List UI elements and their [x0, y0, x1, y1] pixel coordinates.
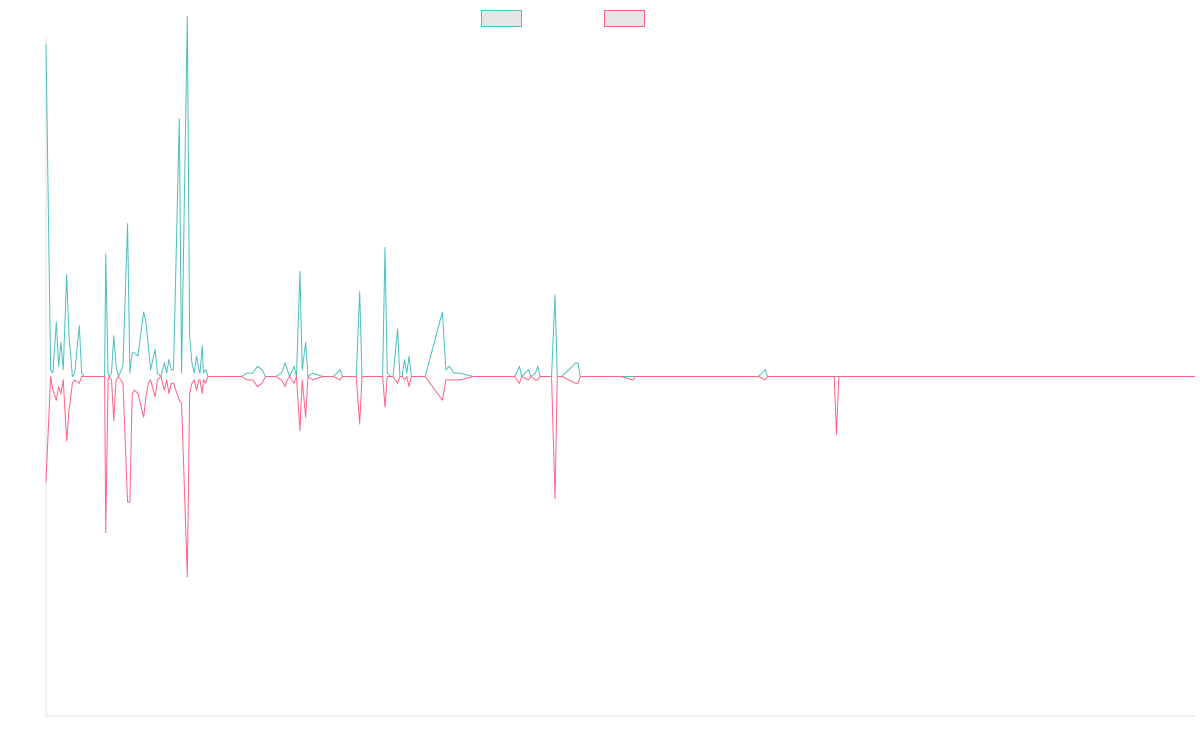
plot-area [45, 16, 1195, 578]
series-line-1 [45, 376, 1195, 578]
legend [481, 10, 645, 27]
series-line-0 [45, 16, 1195, 377]
legend-swatch-pink[interactable] [604, 10, 645, 27]
legend-swatch-teal[interactable] [481, 10, 522, 27]
